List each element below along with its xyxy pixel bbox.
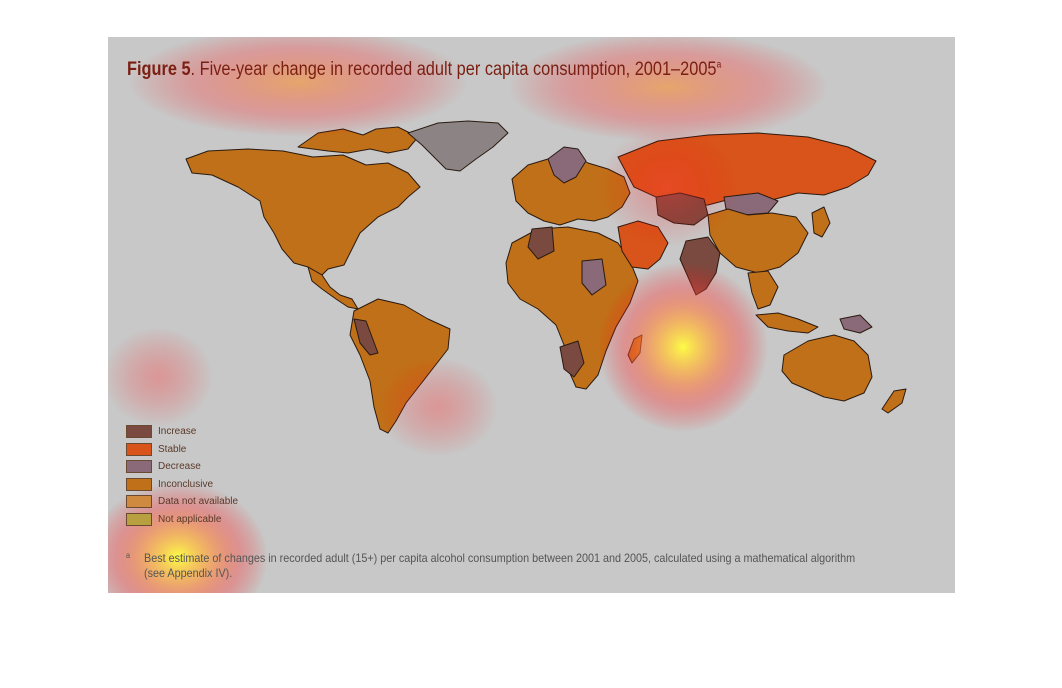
legend-label: Inconclusive <box>158 478 214 490</box>
footnote: a Best estimate of changes in recorded a… <box>126 551 860 581</box>
central-asia <box>655 192 709 226</box>
legend-swatch-decrease <box>126 460 152 474</box>
figure-number: Figure 5 <box>127 59 191 80</box>
legend-label: Not applicable <box>158 513 222 525</box>
legend-item-not-applicable: Not applicable <box>126 511 238 529</box>
central-america <box>307 266 359 310</box>
indonesia <box>755 312 819 334</box>
legend-item-inconclusive: Inconclusive <box>126 476 238 494</box>
africa-increase-west <box>527 226 555 260</box>
legend-item-decrease: Decrease <box>126 458 238 476</box>
india <box>679 236 721 296</box>
legend-swatch-data-not-available <box>126 495 152 509</box>
legend-swatch-increase <box>126 425 152 439</box>
figure-title: Figure 5. Five-year change in recorded a… <box>127 59 721 81</box>
legend-label: Data not available <box>158 496 239 508</box>
legend-item-increase: Increase <box>126 423 238 441</box>
legend-swatch-not-applicable <box>126 512 152 526</box>
china <box>707 208 809 274</box>
scandinavia <box>547 146 587 184</box>
footnote-text: Best estimate of changes in recorded adu… <box>144 551 856 580</box>
legend-swatch-stable <box>126 442 152 456</box>
new-zealand <box>881 388 907 414</box>
legend-label: Stable <box>158 443 187 455</box>
figure-panel: Figure 5. Five-year change in recorded a… <box>108 37 955 593</box>
figure-title-text: . Five-year change in recorded adult per… <box>190 59 717 80</box>
greenland <box>407 120 509 172</box>
legend: Increase Stable Decrease Inconclusive Da… <box>126 423 238 528</box>
legend-label: Increase <box>158 426 197 438</box>
south-america <box>349 298 451 434</box>
title-footnote-mark: a <box>716 59 722 71</box>
southeast-asia <box>747 270 779 310</box>
footnote-mark: a <box>126 551 131 560</box>
australia <box>781 334 873 402</box>
africa-increase-south <box>559 340 585 378</box>
legend-item-data-not-available: Data not available <box>126 493 238 511</box>
madagascar <box>627 334 643 364</box>
canadian-arctic-islands <box>297 126 419 154</box>
north-america <box>185 148 421 276</box>
legend-label: Decrease <box>158 461 201 473</box>
japan <box>811 206 831 238</box>
papua <box>839 314 873 334</box>
legend-swatch-inconclusive <box>126 477 152 491</box>
south-america-west <box>353 318 379 356</box>
legend-item-stable: Stable <box>126 441 238 459</box>
